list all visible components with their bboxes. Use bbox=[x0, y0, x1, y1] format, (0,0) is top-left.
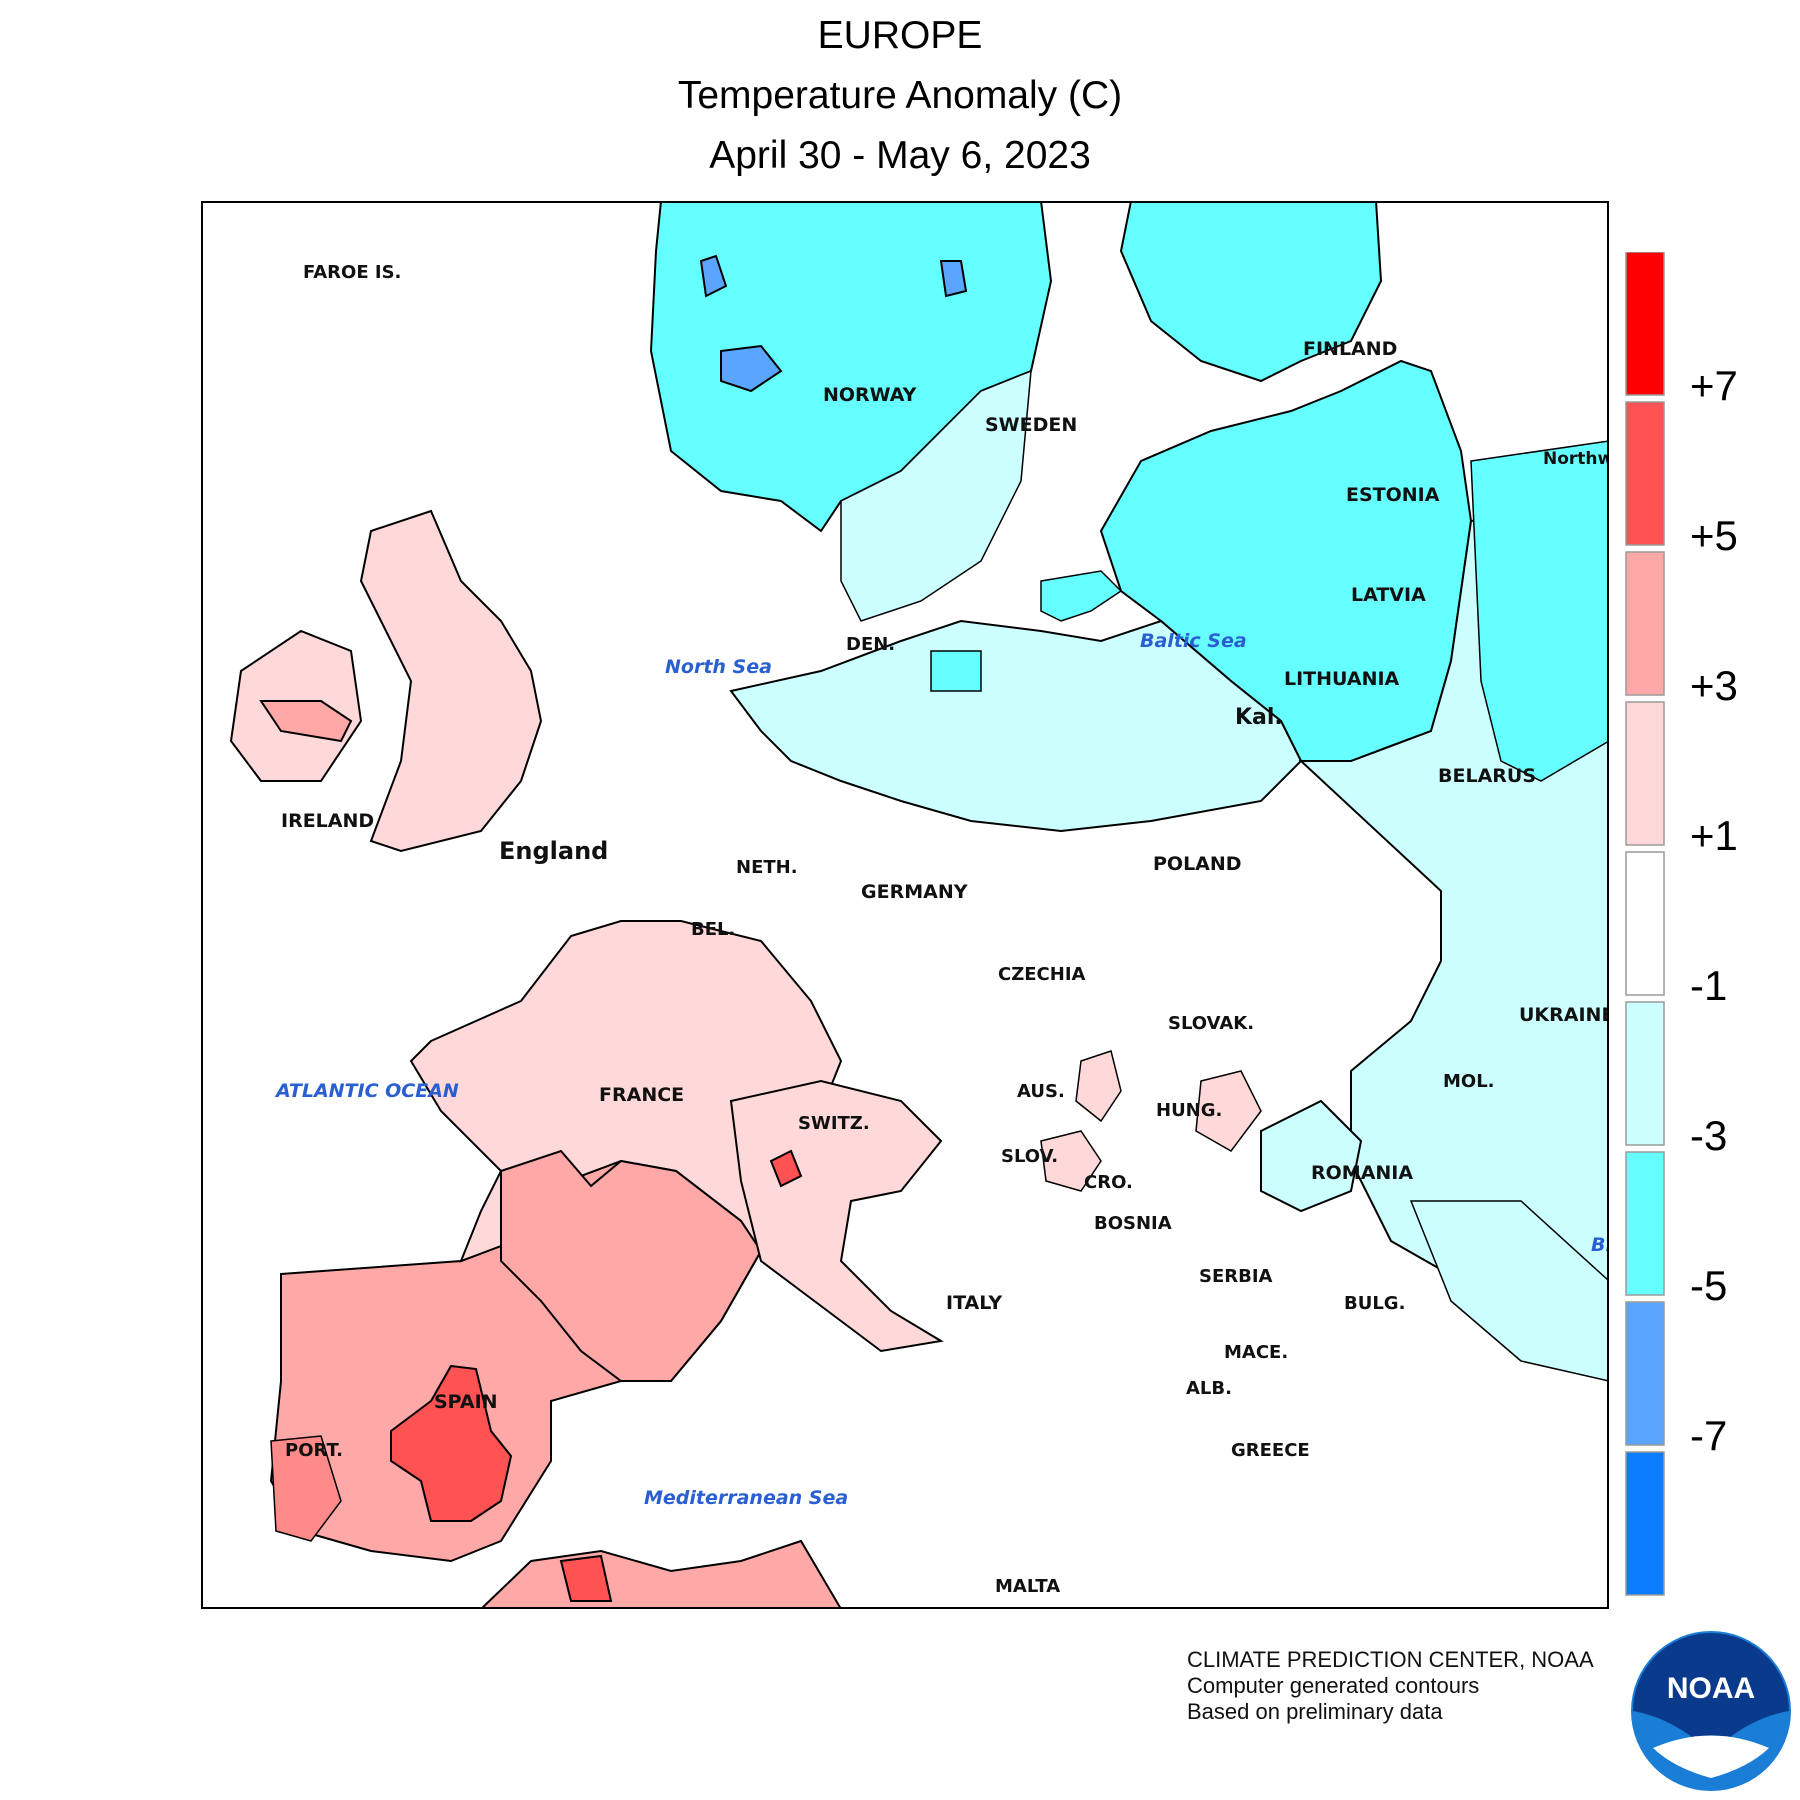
noaa-logo-icon: NOAA bbox=[1631, 1631, 1791, 1791]
anomaly-france-sw bbox=[500, 1149, 763, 1382]
noaa-logo-text: NOAA bbox=[1667, 1672, 1755, 1705]
legend-tick-label: -3 bbox=[1690, 1112, 1727, 1159]
label-switzerland: SWITZ. bbox=[798, 1113, 870, 1134]
legend-bin-1 bbox=[1625, 401, 1665, 546]
label-ireland: IRELAND bbox=[281, 810, 374, 832]
anomaly-portugal bbox=[270, 1435, 342, 1542]
legend-tick-label: -5 bbox=[1690, 1262, 1727, 1309]
label-denmark: DEN. bbox=[846, 634, 895, 655]
label-belarus: BELARUS bbox=[1438, 765, 1536, 787]
anomaly-romania-warm bbox=[1195, 1070, 1262, 1152]
anomaly-italy bbox=[729, 1079, 944, 1353]
label-moldova: MOL. bbox=[1443, 1071, 1495, 1092]
legend-tick-label: +1 bbox=[1690, 812, 1738, 859]
label-atlantic-ocean: ATLANTIC OCEAN bbox=[274, 1080, 459, 1102]
color-legend: +7 +5 +3 +1 -1 -3 -5 -7 bbox=[1625, 252, 1738, 1596]
label-finland: FINLAND bbox=[1303, 338, 1397, 360]
label-bosnia: BOSNIA bbox=[1094, 1213, 1172, 1234]
label-faroe: FAROE IS. bbox=[303, 262, 401, 283]
label-italy: ITALY bbox=[946, 1292, 1002, 1314]
legend-bin-2 bbox=[1625, 551, 1665, 696]
credit-line-2: Computer generated contours bbox=[1187, 1673, 1480, 1698]
label-germany: GERMANY bbox=[861, 881, 968, 903]
legend-bin-6 bbox=[1625, 1151, 1665, 1296]
anomaly-spain-core bbox=[390, 1364, 513, 1522]
label-spain: SPAIN bbox=[434, 1391, 498, 1413]
label-slovakia: SLOVAK. bbox=[1168, 1013, 1254, 1034]
label-albania: ALB. bbox=[1186, 1378, 1232, 1399]
label-latvia: LATVIA bbox=[1351, 584, 1426, 606]
anomaly-bosnia-warm bbox=[1040, 1130, 1102, 1192]
anomaly-poland-core bbox=[930, 650, 982, 692]
map-date-range: April 30 - May 6, 2023 bbox=[709, 134, 1091, 177]
label-norway: NORWAY bbox=[823, 384, 917, 406]
credit-line-1: CLIMATE PREDICTION CENTER, NOAA bbox=[1187, 1647, 1594, 1672]
anomaly-map: FAROE IS. NORWAY SWEDEN FINLAND ESTONIA … bbox=[201, 201, 1609, 1609]
label-mediterranean-sea: Mediterranean Sea bbox=[644, 1487, 848, 1509]
legend-bin-8 bbox=[1625, 1451, 1665, 1596]
anomaly-norway-cold-3 bbox=[939, 260, 968, 298]
label-netherlands: NETH. bbox=[736, 857, 798, 878]
label-baltic-sea: Baltic Sea bbox=[1140, 630, 1247, 652]
credit-line-3: Based on preliminary data bbox=[1187, 1699, 1443, 1724]
label-portugal: PORT. bbox=[285, 1440, 343, 1461]
credits: CLIMATE PREDICTION CENTER, NOAA Computer… bbox=[1187, 1647, 1594, 1725]
label-north-sea: North Sea bbox=[665, 656, 772, 678]
legend-bin-5 bbox=[1625, 1001, 1665, 1146]
anomaly-black-sea bbox=[1409, 1200, 1609, 1382]
label-hungary: HUNG. bbox=[1156, 1100, 1222, 1121]
anomaly-kaliningrad bbox=[1040, 570, 1123, 622]
label-czechia: CZECHIA bbox=[998, 964, 1086, 985]
label-ukraine: UKRAINE bbox=[1519, 1004, 1609, 1026]
map-labels: FAROE IS. NORWAY SWEDEN FINLAND ESTONIA … bbox=[274, 262, 1609, 1597]
label-sweden: SWEDEN bbox=[985, 414, 1077, 436]
anomaly-sweden-south bbox=[840, 369, 1032, 622]
legend-bin-3 bbox=[1625, 701, 1665, 846]
label-greece: GREECE bbox=[1231, 1440, 1310, 1461]
map-subtitle: Temperature Anomaly (C) bbox=[677, 74, 1123, 117]
legend-tick-label: +3 bbox=[1690, 662, 1738, 709]
label-lithuania: LITHUANIA bbox=[1284, 668, 1400, 690]
legend-tick-label: +5 bbox=[1690, 512, 1738, 559]
label-slovenia: SLOV. bbox=[1001, 1146, 1058, 1167]
legend-bin-4 bbox=[1625, 851, 1665, 996]
legend-bin-0 bbox=[1625, 252, 1665, 396]
label-bulgaria: BULG. bbox=[1344, 1293, 1405, 1314]
label-romania: ROMANIA bbox=[1311, 1162, 1413, 1184]
anomaly-hungary-warm bbox=[1075, 1050, 1122, 1123]
legend-tick-label: -7 bbox=[1690, 1412, 1727, 1459]
label-england: England bbox=[499, 837, 608, 865]
label-belgium: BEL. bbox=[691, 919, 735, 940]
anomaly-finland bbox=[1119, 201, 1383, 383]
label-black-sea: Black Sea bbox=[1591, 1234, 1609, 1256]
anomaly-ireland-core bbox=[259, 700, 353, 743]
label-kaliningrad: Kal. bbox=[1235, 705, 1283, 730]
label-northwest-district: Northwest District bbox=[1543, 449, 1609, 469]
legend-tick-label: -1 bbox=[1690, 962, 1727, 1009]
map-title: EUROPE bbox=[817, 14, 983, 57]
anomaly-italy-core bbox=[769, 1149, 803, 1188]
anomaly-britain bbox=[359, 509, 543, 853]
anomaly-norway-cold-2 bbox=[699, 254, 728, 298]
label-estonia: ESTONIA bbox=[1346, 484, 1440, 506]
label-malta: MALTA bbox=[995, 1576, 1060, 1597]
label-austria: AUS. bbox=[1017, 1081, 1065, 1102]
label-croatia: CRO. bbox=[1084, 1172, 1133, 1193]
anomaly-africa-core bbox=[559, 1554, 613, 1602]
legend-bin-7 bbox=[1625, 1301, 1665, 1446]
legend-tick-label: +7 bbox=[1690, 362, 1738, 409]
label-macedonia: MACE. bbox=[1224, 1342, 1288, 1363]
anomaly-ukraine-deep bbox=[1470, 440, 1609, 782]
anomaly-balkans-east bbox=[1260, 1099, 1363, 1213]
label-serbia: SERBIA bbox=[1199, 1266, 1273, 1287]
anomaly-norway-cold bbox=[720, 344, 783, 393]
label-france: FRANCE bbox=[599, 1084, 684, 1106]
label-poland: POLAND bbox=[1153, 853, 1242, 875]
